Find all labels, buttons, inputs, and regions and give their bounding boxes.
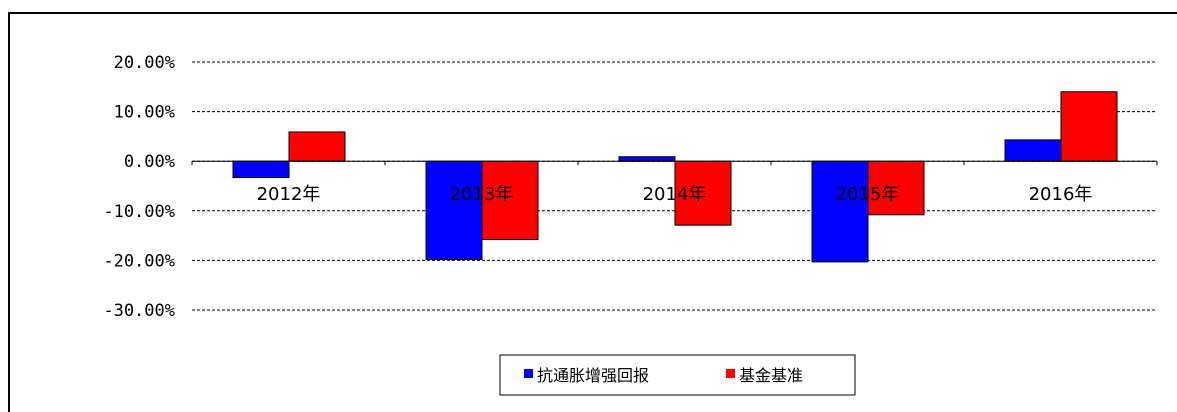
y-tick-label: 20.00% [114,53,175,73]
category-label: 2016年 [1029,184,1093,205]
bars [232,91,1118,263]
y-tick-label: -10.00% [103,202,175,222]
legend-swatch-series-2 [726,369,735,378]
y-tick-label: -30.00% [103,301,175,321]
y-tick-label: 10.00% [114,103,175,123]
x-axis-tick-marks [191,161,1158,166]
category-labels: 2012年 2013年 2014年 2015年 2016年 [257,184,1093,205]
category-label: 2012年 [257,184,321,205]
legend-label-series-1: 抗通胀增强回报 [537,366,649,385]
category-label: 2013年 [450,184,514,205]
bar-series-1 [811,160,869,263]
y-tick-label: -20.00% [103,251,175,271]
bar-series-2 [481,160,539,241]
legend-box [499,354,856,396]
bar-series-2 [674,160,732,226]
y-tick-label: 0.00% [124,152,175,172]
legend: 抗通胀增强回报 基金基准 [499,354,856,396]
bar-series-1 [232,160,290,179]
legend-label-series-2: 基金基准 [739,366,803,385]
category-label: 2014年 [643,184,707,205]
bar-series-2 [288,131,346,162]
bar-series-2 [1060,91,1118,162]
category-label: 2015年 [836,184,900,205]
bar-series-2 [867,160,925,216]
bar-series-1 [1004,139,1062,162]
legend-swatch-series-1 [524,369,533,378]
bar-series-1 [618,156,676,162]
bar-series-1 [425,160,483,260]
chart-frame [8,12,1177,412]
y-axis-ticks: 20.00% 10.00% 0.00% -10.00% -20.00% -30.00% [103,53,175,321]
